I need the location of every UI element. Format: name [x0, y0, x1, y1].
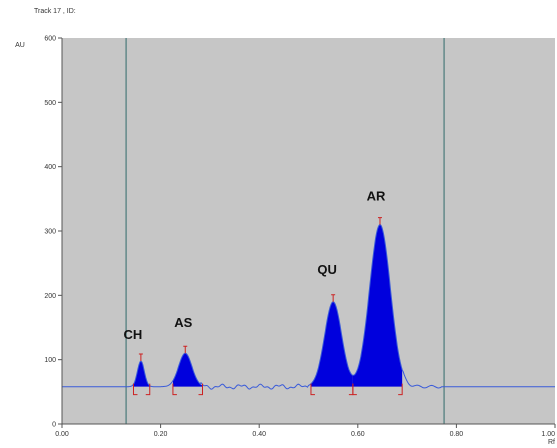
peak-bound-ch-1	[145, 383, 151, 396]
y-tick-label-0: 0	[52, 422, 56, 429]
y-axis-label: AU	[15, 42, 25, 49]
peak-bound-as-0	[172, 383, 177, 396]
x-tick-label-0: 0.00	[55, 431, 69, 438]
peak-bound-ch-0	[132, 383, 138, 396]
peak-bound-ar-1	[398, 383, 403, 396]
y-tick-label-100: 100	[44, 357, 56, 364]
plot-area	[62, 38, 555, 424]
peak-label-as: AS	[174, 315, 192, 330]
y-tick-label-500: 500	[44, 100, 56, 107]
peak-area-ch	[133, 360, 150, 387]
peak-bound-qu-0	[310, 383, 315, 396]
peak-label-ar: AR	[367, 189, 386, 204]
x-tick-label-5: 1.00	[541, 431, 555, 438]
y-tick-label-300: 300	[44, 229, 56, 236]
peak-apex-ar	[377, 217, 382, 225]
peak-apex-as	[183, 345, 188, 354]
peak-apex-ch	[138, 353, 143, 361]
peak-area-ar	[352, 224, 403, 387]
x-tick-label-3: 0.60	[351, 431, 365, 438]
x-axis-label: Rf	[548, 439, 555, 446]
peak-bound-as-1	[198, 383, 204, 396]
peak-apex-qu	[331, 294, 336, 302]
y-tick-label-600: 600	[44, 36, 56, 43]
y-tick-label-400: 400	[44, 164, 56, 171]
x-tick-label-1: 0.20	[154, 431, 168, 438]
signal-trace	[62, 224, 555, 390]
peak-label-ch: CH	[123, 327, 142, 342]
x-tick-label-4: 0.80	[450, 431, 464, 438]
track-title: Track 17 , ID:	[34, 8, 76, 15]
y-tick-label-200: 200	[44, 293, 56, 300]
x-tick-label-2: 0.40	[252, 431, 266, 438]
peak-area-qu	[310, 301, 353, 387]
peak-label-qu: QU	[317, 262, 337, 277]
peak-bound-ar-0	[352, 383, 357, 396]
